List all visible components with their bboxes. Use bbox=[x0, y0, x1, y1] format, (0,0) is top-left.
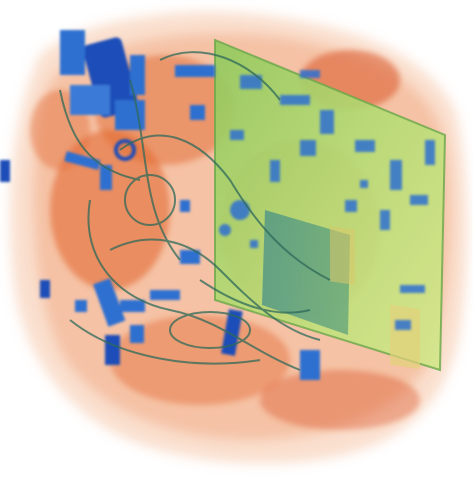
metal-cluster-top bbox=[60, 30, 215, 190]
board-components bbox=[219, 70, 435, 330]
cables bbox=[59, 51, 331, 371]
laptop-board bbox=[214, 38, 447, 372]
metal-cluster-bottom bbox=[0, 160, 320, 380]
